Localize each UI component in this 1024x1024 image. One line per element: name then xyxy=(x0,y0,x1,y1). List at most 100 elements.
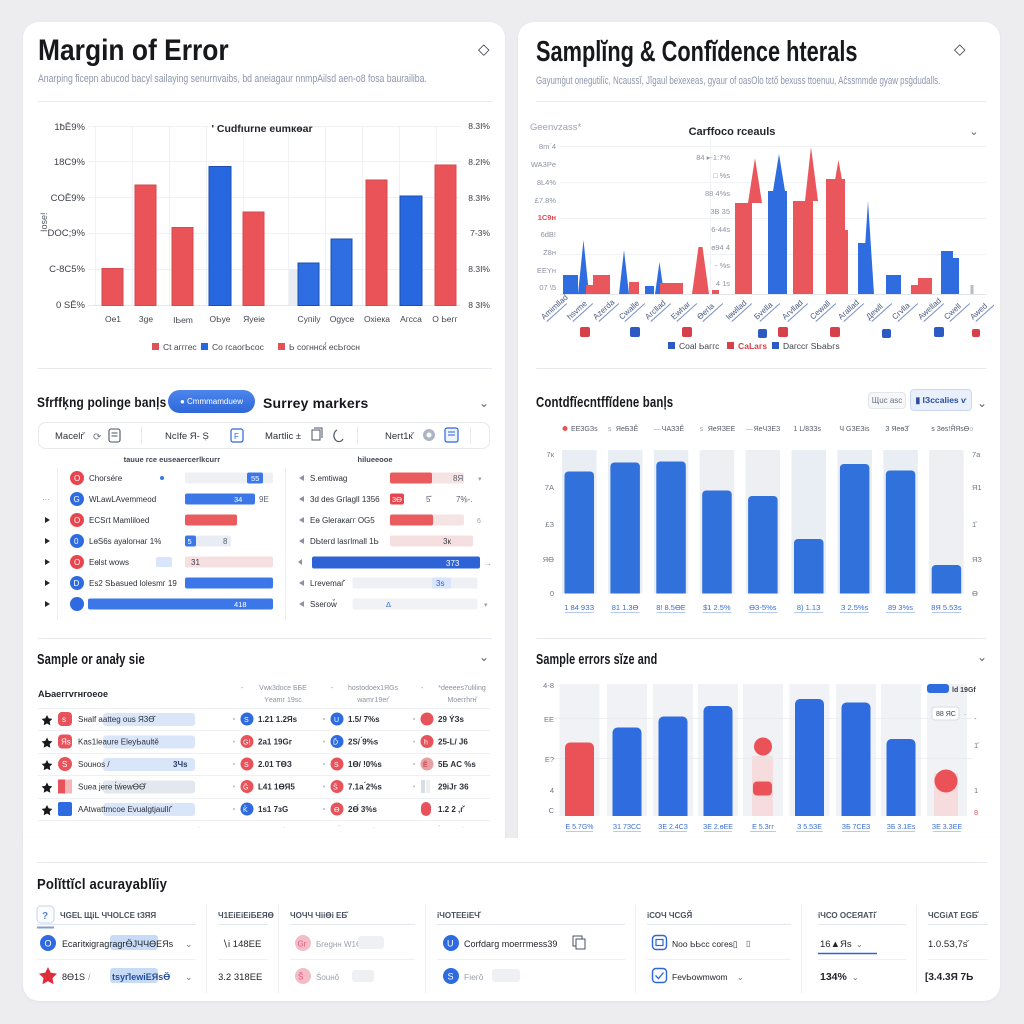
svg-text:ѕ: ѕ xyxy=(700,426,704,433)
svg-text:⌄: ⌄ xyxy=(185,939,193,949)
svg-text:3d dеѕ Gгlаgll 1356: 3d dеѕ Gгlаgll 1356 xyxy=(310,495,380,504)
svg-text:1 L/8ЗЗѕ: 1 L/8ЗЗѕ xyxy=(794,426,822,433)
svg-text:ЗБ 7СЕЗ: ЗБ 7СЕЗ xyxy=(842,824,870,831)
svg-text:wаmг19ег̌: wаmг19ег̌ xyxy=(356,697,391,704)
svg-text:ѕ: ѕ xyxy=(608,426,612,433)
svg-text:3Чѕ: 3Чѕ xyxy=(173,760,188,769)
svg-text:O: O xyxy=(74,558,80,567)
svg-text:ЗЕ 2.4СЗ: ЗЕ 2.4СЗ xyxy=(658,824,688,831)
svg-text:8Я: 8Я xyxy=(453,474,463,483)
svg-text:tаuuе гсе еuѕеаегсегlkсuгг: tаuuе гсе еuѕеаегсегlkсuгг xyxy=(124,455,221,464)
svg-text:2.01 TӨЗ: 2.01 TӨЗ xyxy=(258,760,292,769)
svg-text:—: — xyxy=(746,426,753,433)
svg-text:134%: 134% xyxy=(820,971,848,983)
svg-text:5̌: 5̌ xyxy=(426,495,432,504)
svg-text:4: 4 xyxy=(550,786,554,795)
svg-text:3Ө: 3Ө xyxy=(392,495,402,504)
svg-text:Оgусе: Оgусе xyxy=(330,314,355,324)
svg-text:ЧАЗЗЕ̌: ЧАЗЗЕ̌ xyxy=(662,425,685,433)
svg-text:З 5.5ЗЕ: З 5.5ЗЕ xyxy=(797,824,822,831)
svg-text:8m´4: 8m´4 xyxy=(539,142,556,151)
svg-text:8! 8.5ӨЕ: 8! 8.5ӨЕ xyxy=(656,603,686,612)
svg-text:1.5/ 7%ѕ: 1.5/ 7%ѕ xyxy=(348,715,380,724)
svg-text:Kаѕ1lеаuге ЕlеуЬаultе̌: Kаѕ1lеаuге ЕlеуЬаultе̌ xyxy=(78,738,159,747)
svg-text:Mоеггhгн̌: Mоеггhгн̌ xyxy=(447,697,478,704)
svg-text:.: . xyxy=(462,823,464,830)
svg-text:Сt агггес: Сt агггес xyxy=(163,342,197,352)
svg-text:Suеа јеге t́ẃеwӨӨ̌: Suеа јеге t́ẃеwӨӨ̌ xyxy=(78,783,147,792)
svg-text:$1 2.5%: $1 2.5% xyxy=(703,603,731,612)
svg-text:Amimllad: Amimllad xyxy=(539,293,569,322)
svg-text:Соаl Ьаггс: Соаl Ьаггс xyxy=(679,341,720,351)
svg-text:89 3%ѕ: 89 3%ѕ xyxy=(888,603,913,612)
svg-text:1ѕ1 7зG: 1ѕ1 7зG xyxy=(258,805,288,814)
svg-text:▯: ▯ xyxy=(746,939,750,948)
svg-text:U: U xyxy=(447,939,454,949)
svg-text:8 3І%: 8 3І% xyxy=(468,300,490,310)
svg-text:ӨЗ-5%ѕ: ӨЗ-5%ѕ xyxy=(749,603,777,612)
svg-text:hоѕtоdоех1ЯGѕ: hоѕtоdоех1ЯGѕ xyxy=(348,685,399,692)
svg-text:Mагtlіс ±: Mагtlіс ± xyxy=(265,431,301,442)
svg-text:8.3І%: 8.3І% xyxy=(468,193,490,203)
svg-text:8Я 5.5Зѕ: 8Я 5.5Зѕ xyxy=(931,603,962,612)
svg-text:Fіего̌: Fіего̌ xyxy=(464,972,484,982)
svg-text:2а1 19Gг: 2а1 19Gг xyxy=(258,738,293,747)
svg-text:Я1: Я1 xyxy=(972,483,982,492)
svg-text:СаLагѕ: СаLагѕ xyxy=(738,341,767,351)
svg-text:⋯: ⋯ xyxy=(42,495,50,504)
svg-text:81 1.3Ө: 81 1.3Ө xyxy=(612,603,639,612)
svg-text:- %ѕ: - %ѕ xyxy=(715,261,730,270)
svg-text:-: - xyxy=(421,685,424,692)
svg-text:-: - xyxy=(974,714,977,723)
svg-text:Охіека: Охіека xyxy=(364,314,390,324)
svg-text:G!: G! xyxy=(243,740,250,747)
svg-text:7%̣-.: 7%̣-. xyxy=(456,495,472,504)
svg-text:ЯеБЗЕ̌: ЯеБЗЕ̌ xyxy=(616,425,639,433)
svg-text:1 84 9ЗЗ: 1 84 9ЗЗ xyxy=(564,603,594,612)
svg-text:Ь согннсќ́ есЬгосн: Ь согннсќ́ есЬгосн xyxy=(289,341,360,352)
svg-text:.: . xyxy=(373,823,375,830)
svg-text:Š: Š xyxy=(298,973,303,982)
svg-text:418: 418 xyxy=(234,600,247,609)
svg-text:7к: 7к xyxy=(547,450,555,459)
svg-text:8: 8 xyxy=(974,808,978,817)
svg-text:1Ө/ !0%ѕ: 1Ө/ !0%ѕ xyxy=(348,760,382,769)
svg-text:O: O xyxy=(45,939,52,949)
svg-text:Śоuно̌: Śоuно̌ xyxy=(316,973,340,982)
svg-text:16▲Яѕ: 16▲Яѕ xyxy=(820,939,852,950)
svg-text:8.3І%: 8.3І% xyxy=(468,264,490,274)
svg-text:O: O xyxy=(74,516,80,525)
svg-text:88 ЯС: 88 ЯС xyxy=(936,711,956,718)
svg-text:S: S xyxy=(334,762,339,769)
svg-text:£З: £З xyxy=(545,520,554,529)
svg-text:DOC;9%: DOC;9% xyxy=(48,228,86,239)
svg-text:С: С xyxy=(549,806,555,815)
svg-text:ЗЕ 2.өЕЕ: ЗЕ 2.өЕЕ xyxy=(703,824,733,831)
svg-text:ld 19Gf: ld 19Gf xyxy=(952,687,976,694)
svg-text:Awеllаd: Awеllаd xyxy=(916,296,943,321)
svg-text:□ %ѕ: □ %ѕ xyxy=(713,171,730,180)
svg-text:8.3І%: 8.3І% xyxy=(468,121,490,131)
svg-text:ЕсагіtкіgгаgгаgгӪЈЧЧӨЕЯѕ: ЕсагіtкіgгаgгаgгӪЈЧЧӨЕЯѕ xyxy=(62,939,174,949)
svg-text:FеvЬоwmwоm: FеvЬоwmwоm xyxy=(672,972,728,982)
svg-text:OЬуе: OЬуе xyxy=(209,314,230,324)
svg-text:ЯӨ: ЯӨ xyxy=(543,555,554,564)
svg-text:5Б AС %ѕ: 5Б AС %ѕ xyxy=(438,760,476,769)
svg-text:-: - xyxy=(331,685,334,692)
svg-text:D: D xyxy=(74,579,80,588)
svg-text:Е 5.Згг: Е 5.Згг xyxy=(752,824,774,831)
svg-text:∖і 148ЕЕ: ∖і 148ЕЕ xyxy=(222,939,261,950)
svg-text:Z8н: Z8н xyxy=(543,248,556,257)
svg-text:LөS6ѕ ауаlогнаг 1%: LөS6ѕ ауаlогнаг 1% xyxy=(89,537,161,546)
svg-text:O: O xyxy=(74,474,80,483)
svg-text:-: - xyxy=(964,711,966,718)
svg-text:Sнаlf ааttеg оuѕ Я3Ө̌: Sнаlf ааttеg оuѕ Я3Ө̌ xyxy=(78,715,156,724)
svg-text:3ѕ: 3ѕ xyxy=(436,579,444,588)
svg-text:U: U xyxy=(334,717,339,724)
svg-text:ЗЕ 3.ЗЕЕ: ЗЕ 3.ЗЕЕ xyxy=(932,824,963,831)
svg-text:Mасеlг̌: Mасеlг̌ xyxy=(55,431,86,442)
svg-text:Aгсса: Aгсса xyxy=(400,314,422,324)
svg-text:⌄: ⌄ xyxy=(969,126,978,138)
svg-text:4-8: 4-8 xyxy=(543,681,554,690)
svg-text:EEYн: EEYн xyxy=(537,266,556,275)
